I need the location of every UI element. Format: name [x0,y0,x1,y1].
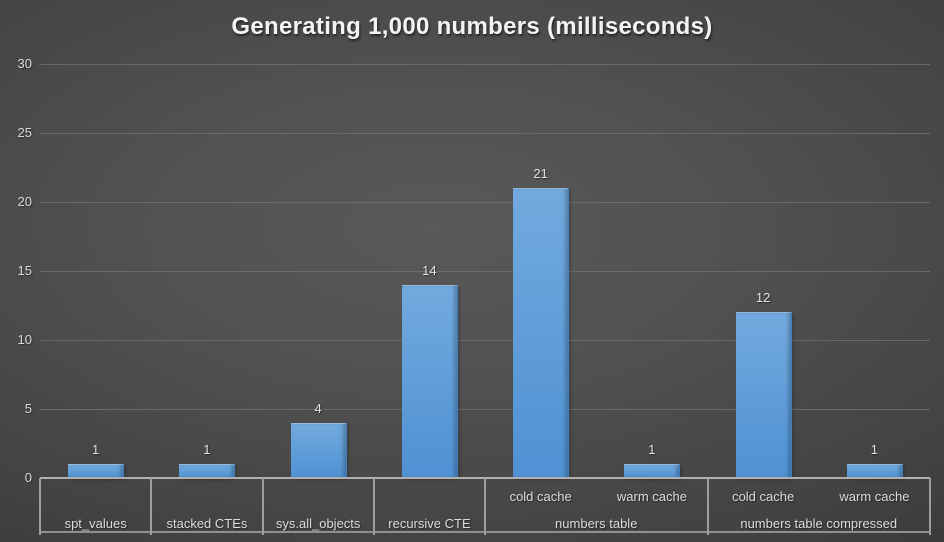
bar-value-label: 1 [203,442,211,458]
bar-value-label: 1 [870,442,878,458]
category-group-label: sys.all_objects [275,516,361,531]
category-divider [372,478,375,535]
y-axis-tick-label: 15 [17,263,32,278]
category-group-label: recursive CTE [388,516,471,531]
y-axis-tick-label: 5 [24,401,32,416]
y-axis-tick-label: 10 [17,332,32,347]
bar [513,188,570,478]
bar-value-label: 12 [755,290,771,306]
category-divider [261,478,264,535]
category-divider [150,478,153,535]
gridline [40,202,930,203]
gridline [40,64,930,65]
bar [290,422,347,478]
bar-value-label: 14 [422,262,437,278]
y-axis-tick-label: 0 [24,470,32,485]
gridline [40,340,930,341]
gridline [40,409,930,410]
bar [401,284,458,478]
category-leaf-label: warm cache [616,489,687,504]
bar [68,464,125,478]
category-divider [929,478,931,535]
category-divider [706,478,709,535]
chart-title: Generating 1,000 numbers (milliseconds) [231,13,713,40]
bar [735,312,792,478]
bar-value-label: 21 [533,166,548,182]
bar [624,464,681,478]
y-axis-tick-label: 30 [17,56,32,71]
category-divider [484,478,486,535]
category-leaf-label: cold cache [732,489,795,504]
category-divider [39,478,41,535]
bar [846,464,903,478]
bar-value-label: 1 [648,442,656,458]
axis-bottom-border [40,531,930,533]
bar [179,464,236,478]
y-axis-tick-label: 25 [17,125,32,140]
gridline [40,271,930,272]
gridline [40,133,930,134]
bar-value-label: 1 [91,442,100,458]
category-group-label: stacked CTEs [166,516,248,531]
y-axis-tick-label: 20 [17,194,32,209]
category-group-label: numbers table [555,516,638,531]
category-group-label: spt_values [64,516,127,531]
category-leaf-label: warm cache [839,489,910,504]
category-leaf-label: cold cache [509,489,572,504]
bar-value-label: 4 [314,400,322,416]
category-group-label: numbers table compressed [740,516,898,531]
